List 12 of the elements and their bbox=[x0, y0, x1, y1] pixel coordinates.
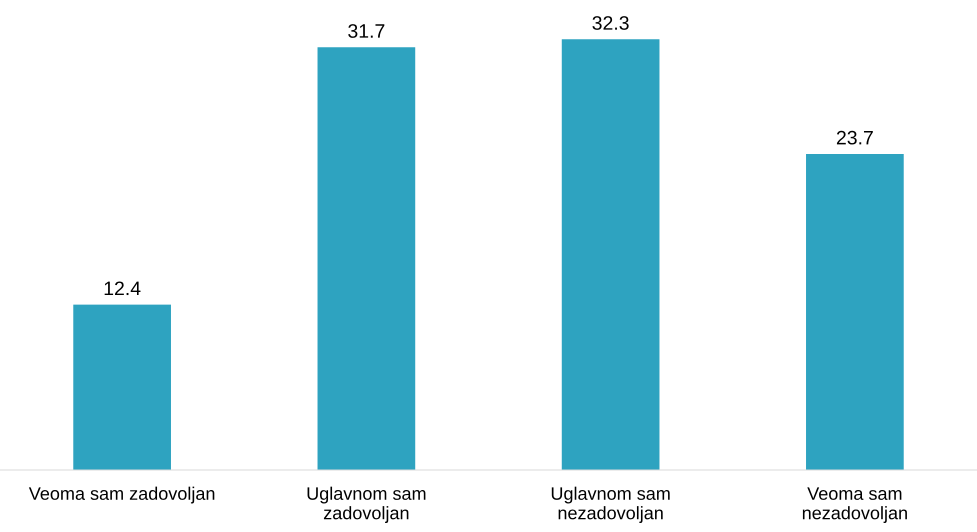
data-label: 23.7 bbox=[836, 130, 873, 145]
data-label: 32.3 bbox=[592, 16, 629, 30]
bar bbox=[318, 47, 416, 470]
x-tick-label: Uglavnom sam zadovoljan bbox=[308, 486, 426, 523]
bar bbox=[562, 39, 660, 470]
x-tick-label: Veoma sam nezadovoljan bbox=[802, 487, 907, 523]
x-tick-label: Uglavnom sam nezadovoljan bbox=[552, 486, 670, 523]
x-tick-label: Veoma sam zadovoljan bbox=[28, 486, 214, 504]
data-label: 31.7 bbox=[348, 24, 384, 38]
bar bbox=[806, 154, 904, 470]
data-label: 12.4 bbox=[104, 281, 140, 296]
bar bbox=[73, 304, 171, 470]
